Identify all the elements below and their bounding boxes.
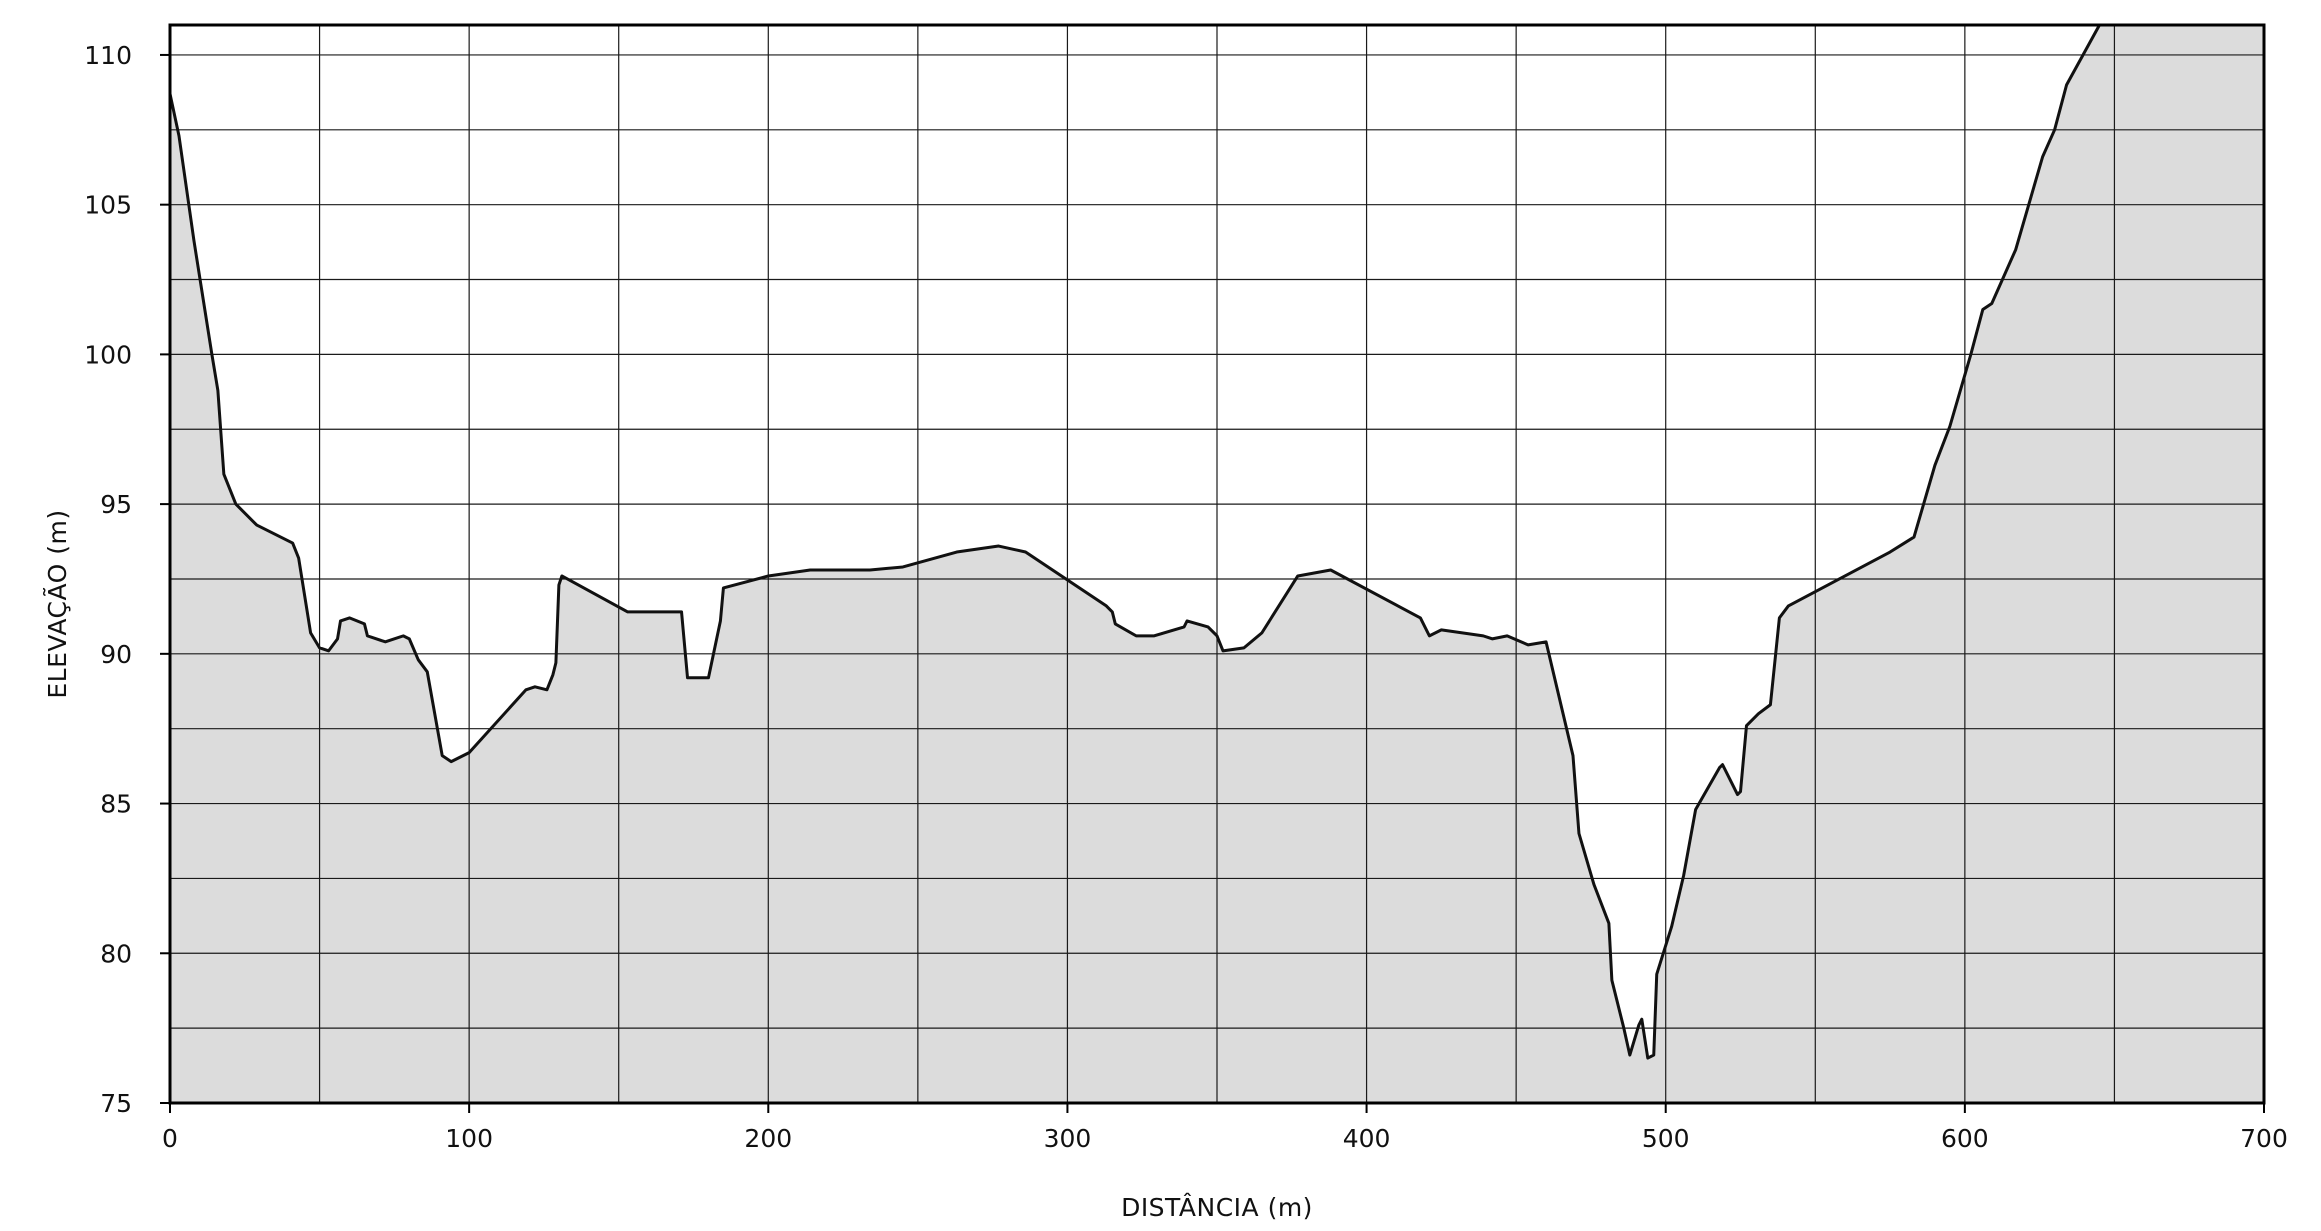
y-axis-title: ELEVAÇÃO (m) bbox=[42, 509, 72, 698]
y-tick-label: 75 bbox=[100, 1089, 132, 1118]
x-tick-label: 0 bbox=[162, 1124, 178, 1153]
y-tick-label: 80 bbox=[100, 939, 132, 968]
x-tick-label: 400 bbox=[1343, 1124, 1391, 1153]
x-tick-label: 100 bbox=[445, 1124, 493, 1153]
y-tick-label: 85 bbox=[100, 790, 132, 819]
y-tick-label: 105 bbox=[84, 191, 132, 220]
x-tick-label: 600 bbox=[1941, 1124, 1989, 1153]
x-tick-label: 500 bbox=[1642, 1124, 1690, 1153]
x-tick-label: 700 bbox=[2240, 1124, 2288, 1153]
x-axis-title: DISTÂNCIA (m) bbox=[1121, 1193, 1313, 1222]
y-tick-label: 95 bbox=[100, 490, 132, 519]
y-tick-label: 100 bbox=[84, 340, 132, 369]
x-tick-label: 200 bbox=[744, 1124, 792, 1153]
y-tick-label: 110 bbox=[84, 41, 132, 70]
x-tick-label: 300 bbox=[1044, 1124, 1092, 1153]
y-tick-label: 90 bbox=[100, 640, 132, 669]
